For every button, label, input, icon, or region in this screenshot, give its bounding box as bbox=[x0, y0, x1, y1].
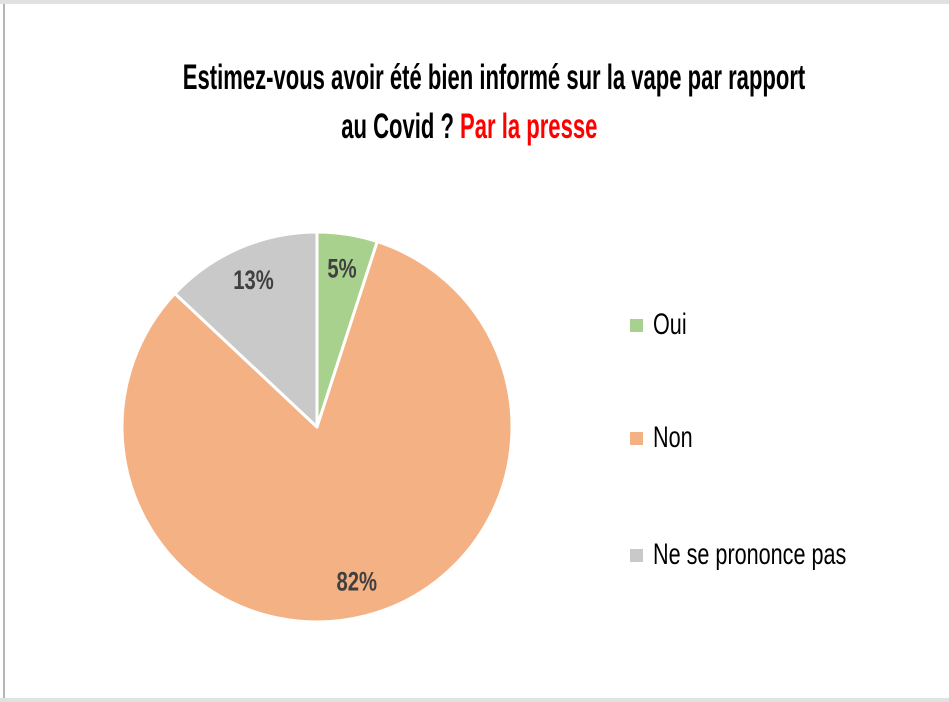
pie-slice-ne-se-prononce-pas bbox=[173, 230, 319, 429]
data-label-non: 82% bbox=[337, 567, 378, 598]
data-label-ne-se-prononce-pas: 13% bbox=[233, 265, 274, 296]
chart-title-line2: au Covid ? Par la presse bbox=[341, 102, 597, 151]
chart-title: Estimez-vous avoir été bien informé sur … bbox=[0, 53, 938, 151]
chart-title-line2-black: au Covid ? bbox=[340, 107, 454, 146]
legend-item-oui: Oui bbox=[630, 308, 700, 341]
legend-item-non: Non bbox=[630, 421, 708, 454]
data-label-oui: 5% bbox=[327, 254, 356, 285]
legend-swatch-ne-se-prononce-pas bbox=[630, 548, 643, 562]
legend-label-oui: Oui bbox=[653, 308, 687, 341]
window-bottom-edge bbox=[0, 698, 949, 702]
legend-item-ne-se-prononce-pas: Ne se prononce pas bbox=[630, 538, 922, 571]
legend-swatch-oui bbox=[630, 318, 643, 332]
chart-title-line1: Estimez-vous avoir été bien informé sur … bbox=[182, 58, 806, 97]
window-top-edge bbox=[0, 0, 949, 4]
chart-title-line2-red: Par la presse bbox=[459, 107, 598, 146]
pie-chart: 5% 82% 13% bbox=[120, 230, 514, 624]
legend-label-non: Non bbox=[653, 421, 693, 454]
legend-swatch-non bbox=[630, 431, 643, 445]
legend-label-ne-se-prononce-pas: Ne se prononce pas bbox=[653, 538, 847, 571]
window-left-edge bbox=[3, 4, 5, 698]
